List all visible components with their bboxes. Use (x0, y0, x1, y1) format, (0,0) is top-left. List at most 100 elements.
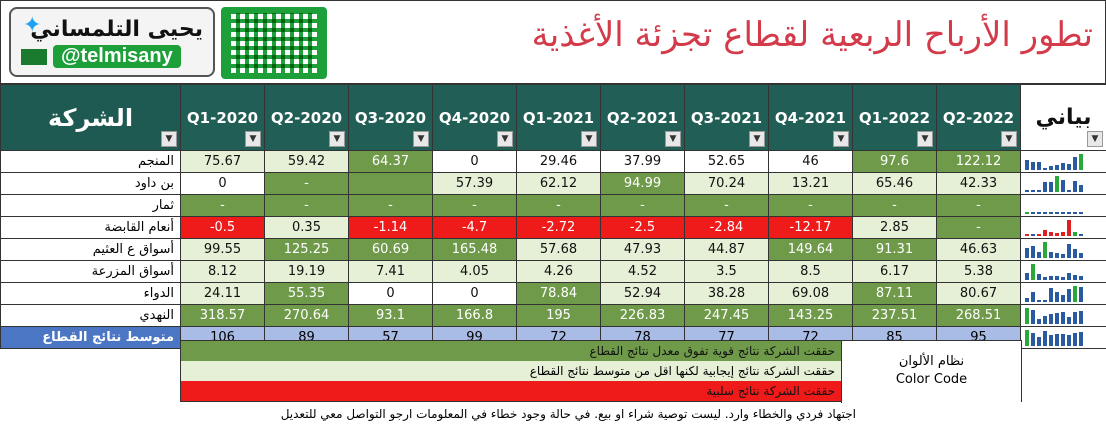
table-row: أسواق المزرعة 8.12 19.19 7.41 4.05 4.26 4.52 3.… (0, 260, 1106, 283)
sparkline-bar (1043, 299, 1047, 302)
earnings-cell: 237.51 (852, 304, 937, 327)
earnings-cell: - (936, 216, 1021, 239)
earnings-cell: 91.31 (852, 238, 937, 261)
sparkline-bar (1067, 189, 1071, 192)
earnings-cell: 4.26 (516, 260, 601, 283)
earnings-cell: 24.11 (180, 282, 265, 305)
earnings-cell: -2.5 (600, 216, 685, 239)
earnings-cell: 60.69 (348, 238, 433, 261)
sparkline-bar (1025, 233, 1029, 236)
sparkline-bar (1031, 291, 1035, 302)
earnings-cell: 0 (180, 172, 265, 195)
sparkline-bar (1043, 181, 1047, 192)
sparkline-bar (1043, 315, 1047, 324)
earnings-cell: 70.24 (684, 172, 769, 195)
sparkline-bar (1037, 161, 1041, 170)
sparkline-bar (1049, 165, 1053, 170)
sparkline-bar (1043, 229, 1047, 236)
quarter-header: Q1-2022 ▼ (852, 84, 937, 151)
earnings-cell: 57.68 (516, 238, 601, 261)
sparkline-bar (1025, 307, 1029, 324)
brand-card: ✦ يحيى التلمساني @telmisany (9, 7, 215, 77)
earnings-cell: 44.87 (684, 238, 769, 261)
earnings-cell: 195 (516, 304, 601, 327)
sparkline-bar (1061, 162, 1065, 170)
sparkline (1021, 306, 1106, 326)
earnings-cell: 3.5 (684, 260, 769, 283)
qr-code (221, 7, 327, 79)
qr-code-pattern (231, 13, 317, 73)
sparkline-bar (1079, 233, 1083, 236)
earnings-cell: 47.93 (600, 238, 685, 261)
sparkline (1021, 152, 1106, 172)
legend-item-strong: حققت الشركة نتائج قوية تفوق معدل نتائج ا… (181, 341, 843, 361)
filter-dropdown-icon[interactable]: ▼ (665, 131, 681, 147)
earnings-cell: 78.84 (516, 282, 601, 305)
company-header: الشركة ▼ (0, 84, 181, 151)
earnings-cell: 97.6 (852, 150, 937, 173)
earnings-cell: - (600, 194, 685, 217)
legend-title: نظام الألوان Color Code (841, 341, 1021, 403)
earnings-cell: 52.65 (684, 150, 769, 173)
filter-dropdown-icon[interactable]: ▼ (161, 131, 177, 147)
company-name: الدواء (0, 282, 181, 305)
sparkline-bar (1061, 179, 1065, 192)
sparkline-cell (1020, 282, 1106, 305)
sparkline-bar (1061, 276, 1065, 280)
table-row: بن داود 0- 57.39 62.12 94.99 70.24 13.21 65.46 4… (0, 172, 1106, 195)
earnings-cell: 87.11 (852, 282, 937, 305)
sparkline-bar (1043, 241, 1047, 258)
table-row: المنجم 75.67 59.42 64.37 0 29.46 37.99 52.65 46 9… (0, 150, 1106, 173)
filter-dropdown-icon[interactable]: ▼ (413, 131, 429, 147)
sparkline-cell (1020, 150, 1106, 173)
table-row: أنعام القابضة -0.5 0.35 -1.14 -4.7 -2.72 -2.5-… (0, 216, 1106, 239)
earnings-cell: 268.51 (936, 304, 1021, 327)
sparkline-bar (1055, 312, 1059, 324)
earnings-cell: 46.63 (936, 238, 1021, 261)
filter-dropdown-icon[interactable]: ▼ (245, 131, 261, 147)
earnings-cell: 125.25 (264, 238, 349, 261)
quarter-header: Q3-2020 ▼ (348, 84, 433, 151)
earnings-cell: 4.05 (432, 260, 517, 283)
sparkline-bar (1055, 333, 1059, 346)
earnings-cell: 65.46 (852, 172, 937, 195)
sparkline (1021, 218, 1106, 238)
earnings-cell: 318.57 (180, 304, 265, 327)
earnings-cell: 38.28 (684, 282, 769, 305)
sparkline-bar (1061, 231, 1065, 236)
disclaimer: اجتهاد فردي والخطاء وارد. ليست توصية شرا… (280, 407, 856, 421)
quarter-header: Q4-2020 ▼ (432, 84, 517, 151)
sparkline-bar (1079, 211, 1083, 214)
filter-dropdown-icon[interactable]: ▼ (917, 131, 933, 147)
earnings-cell: 165.48 (432, 238, 517, 261)
legend-title-ar: نظام الألوان (898, 354, 965, 369)
earnings-cell: - (348, 194, 433, 217)
earnings-cell: 0 (348, 282, 433, 305)
sparkline-bar (1055, 164, 1059, 170)
filter-active-icon[interactable]: ▼ (1001, 131, 1017, 147)
sparkline-bar (1049, 287, 1053, 302)
filter-dropdown-icon[interactable]: ▼ (581, 131, 597, 147)
sparkline (1021, 174, 1106, 194)
filter-dropdown-icon[interactable]: ▼ (1087, 131, 1103, 147)
earnings-cell (348, 172, 433, 195)
filter-dropdown-icon[interactable]: ▼ (833, 131, 849, 147)
quarter-header: Q3-2021 ▼ (684, 84, 769, 151)
quarter-header: Q2-2021 ▼ (600, 84, 685, 151)
sparkline-bar (1061, 311, 1065, 324)
filter-dropdown-icon[interactable]: ▼ (749, 131, 765, 147)
earnings-cell: - (684, 194, 769, 217)
sparkline-bar (1049, 211, 1053, 214)
twitter-handle: @telmisany (53, 45, 181, 68)
sparkline-cell (1020, 260, 1106, 283)
filter-dropdown-icon[interactable]: ▼ (329, 131, 345, 147)
earnings-cell: 93.1 (348, 304, 433, 327)
sparkline-bar (1049, 181, 1053, 192)
earnings-cell: - (264, 172, 349, 195)
filter-dropdown-icon[interactable]: ▼ (497, 131, 513, 147)
earnings-cell: 226.83 (600, 304, 685, 327)
sparkline-bar (1061, 294, 1065, 302)
earnings-cell: - (264, 194, 349, 217)
color-legend: حققت الشركة نتائج قوية تفوق معدل نتائج ا… (180, 340, 1022, 403)
sparkline-bar (1037, 189, 1041, 192)
